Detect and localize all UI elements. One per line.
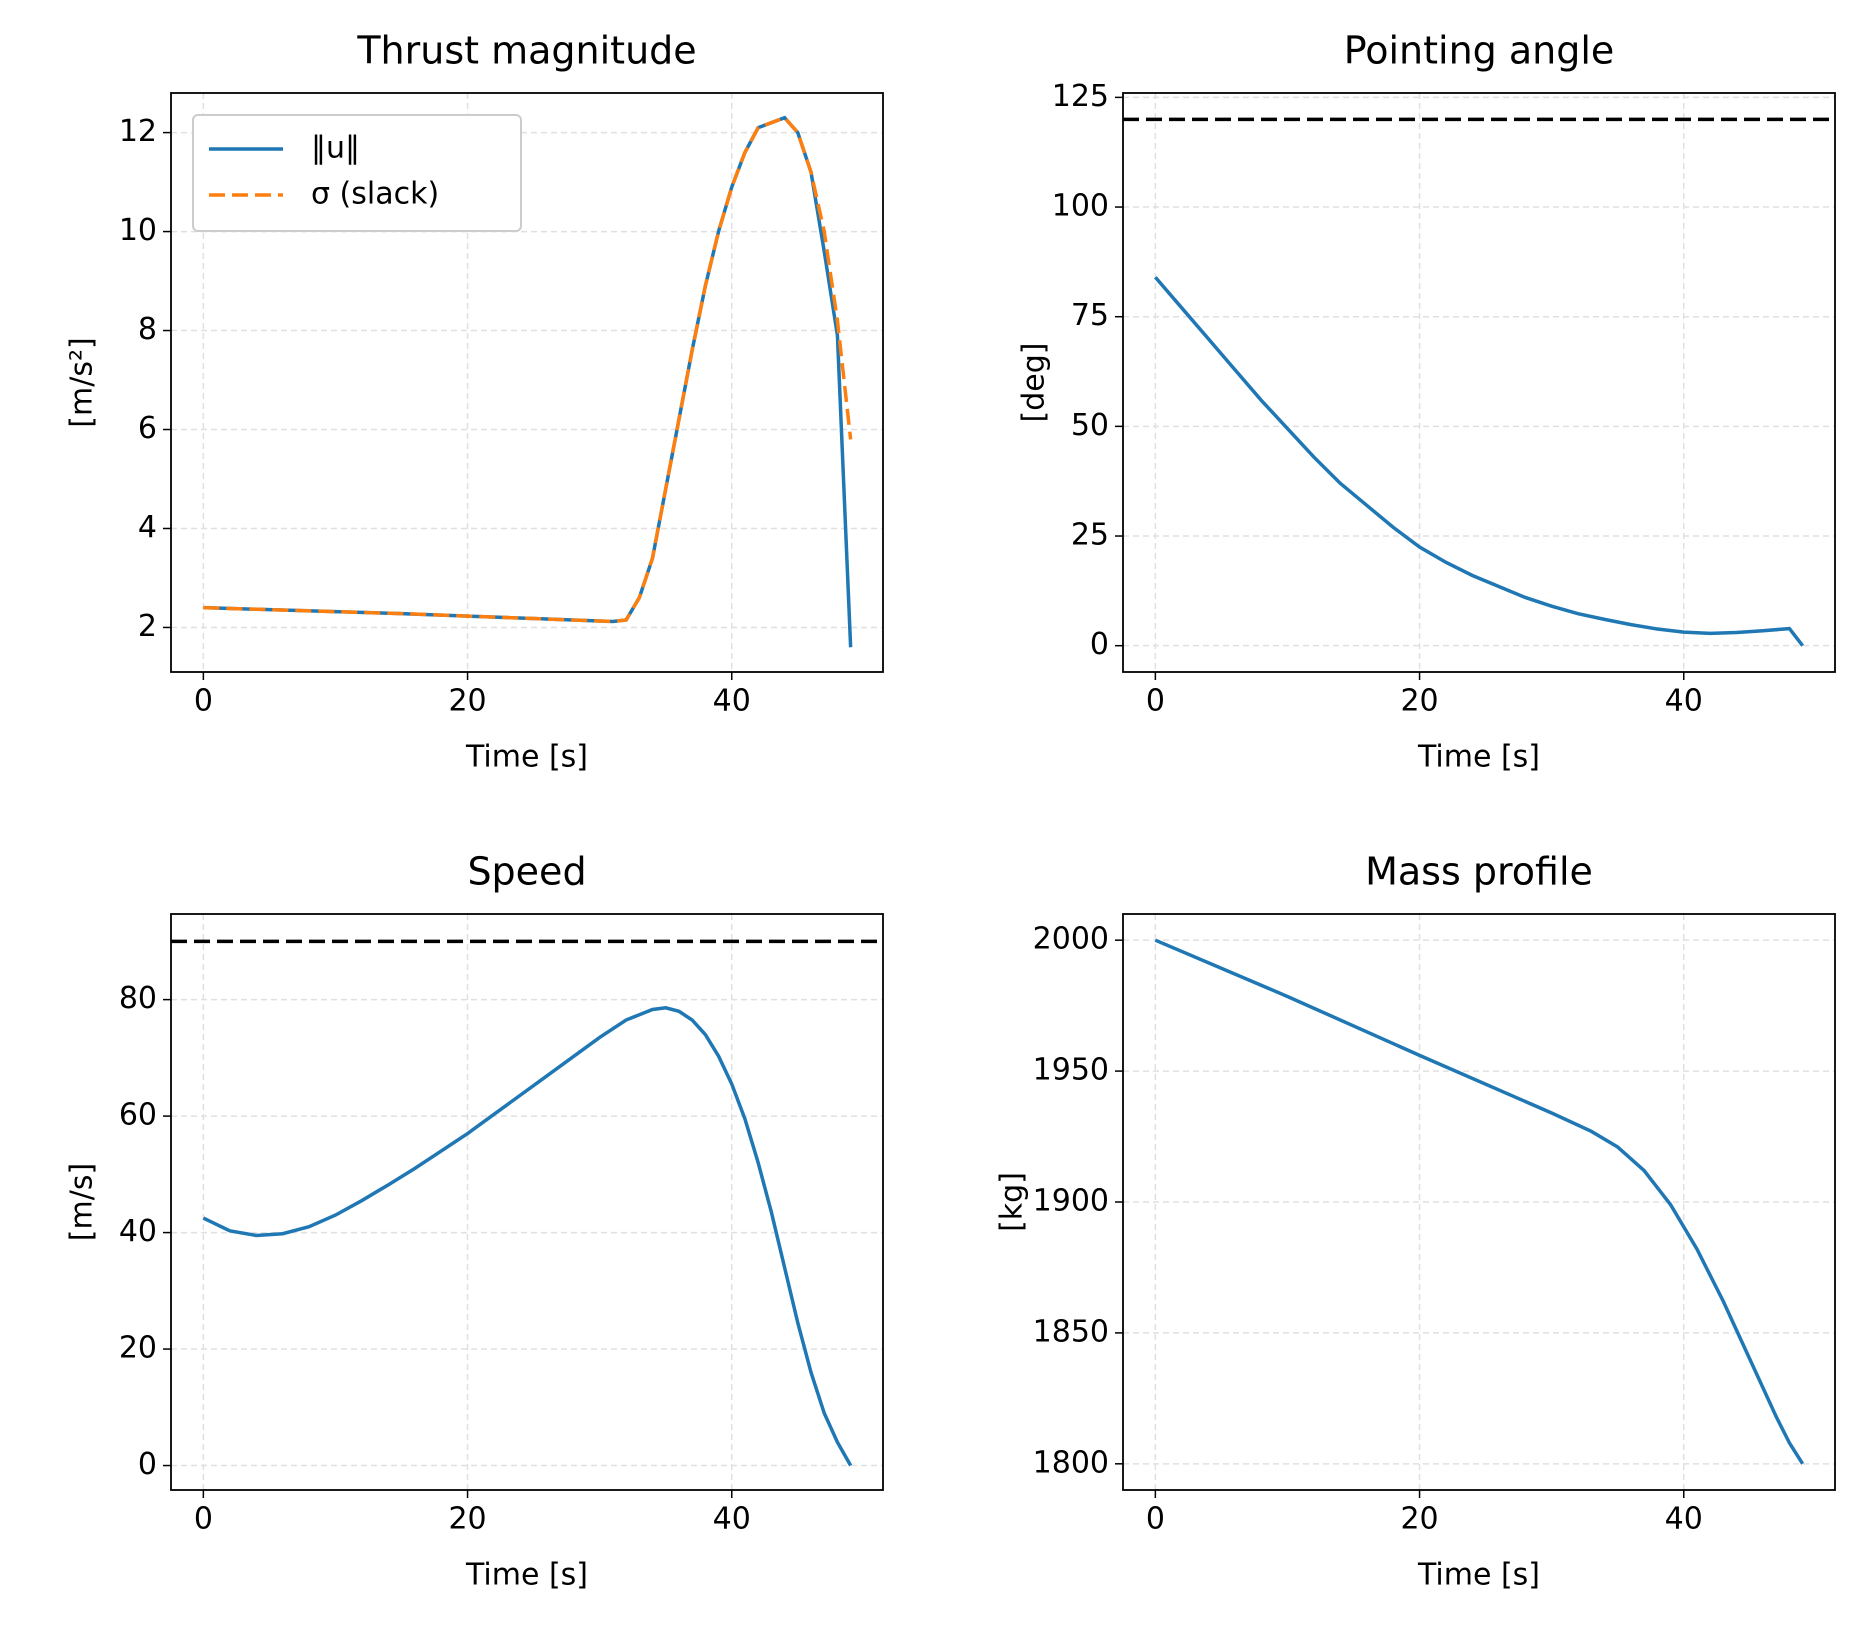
x-tick-label: 0	[1146, 1502, 1165, 1537]
x-axis-label: Time [s]	[1417, 740, 1540, 775]
plot-frame	[1122, 92, 1836, 673]
panel: 0 20 40 1800 1850 1900 1950 2000 Mass profile Tim…	[995, 850, 1836, 1593]
y-tick-label: 50	[1071, 408, 1109, 443]
series-line	[1154, 938, 1805, 1465]
x-tick-label: 0	[1146, 684, 1165, 719]
x-tick-label: 40	[1665, 684, 1703, 719]
plot-frame	[1122, 913, 1836, 1491]
y-tick-label: 1800	[1033, 1445, 1109, 1480]
y-axis-label: [m/s²]	[65, 337, 100, 427]
panel: 0 20 40 0 20 40 60 80 Speed Time [s] [m/s]	[65, 850, 884, 1593]
y-tick-label: 1950	[1033, 1053, 1109, 1088]
plot-frame	[170, 92, 884, 673]
y-axis-label: [kg]	[995, 1172, 1030, 1232]
y-tick-label: 100	[1052, 189, 1109, 224]
y-tick-label: 75	[1071, 298, 1109, 333]
x-tick-label: 0	[194, 1502, 213, 1537]
y-tick-label: 25	[1071, 518, 1109, 553]
y-tick-label: 0	[138, 1447, 157, 1482]
y-tick-label: 20	[119, 1331, 157, 1366]
legend-label: ‖u‖	[311, 131, 360, 166]
plot-frame	[170, 913, 884, 1491]
series-line	[1154, 276, 1805, 647]
chart-title: Speed	[467, 850, 586, 894]
y-tick-label: 80	[119, 981, 157, 1016]
panel: 0 20 40 2 4 6 8 10 12 Thrust magnitude Time [s] [m/…	[65, 29, 884, 775]
x-axis-label: Time [s]	[1417, 1558, 1540, 1593]
y-tick-label: 1850	[1033, 1314, 1109, 1349]
series-line	[203, 115, 853, 624]
y-tick-label: 125	[1052, 79, 1109, 114]
y-tick-label: 0	[1090, 627, 1109, 662]
panel: 0 20 40 0 25 50 75 100 125 Pointing angle Time [s]…	[1017, 29, 1836, 775]
legend-label: σ (slack)	[311, 177, 439, 212]
legend-box	[192, 114, 522, 232]
y-tick-label: 2	[138, 609, 157, 644]
x-tick-label: 20	[1400, 1502, 1438, 1537]
y-axis-label: [m/s]	[65, 1163, 100, 1241]
y-tick-label: 12	[119, 114, 157, 149]
x-tick-label: 0	[194, 684, 213, 719]
y-tick-label: 6	[138, 411, 157, 446]
y-axis-label: [deg]	[1017, 343, 1052, 423]
y-tick-label: 60	[119, 1098, 157, 1133]
y-tick-label: 8	[138, 312, 157, 347]
x-tick-label: 20	[1400, 684, 1438, 719]
x-axis-label: Time [s]	[465, 740, 588, 775]
x-tick-label: 20	[448, 684, 486, 719]
x-tick-label: 20	[448, 1502, 486, 1537]
y-tick-label: 4	[138, 510, 157, 545]
y-tick-label: 1900	[1033, 1184, 1109, 1219]
x-axis-label: Time [s]	[465, 1558, 588, 1593]
y-tick-label: 2000	[1033, 922, 1109, 957]
x-tick-label: 40	[713, 1502, 751, 1537]
x-tick-label: 40	[1665, 1502, 1703, 1537]
chart-title: Pointing angle	[1344, 29, 1615, 73]
x-tick-label: 40	[713, 684, 751, 719]
series-line	[202, 1005, 853, 1467]
chart-title: Thrust magnitude	[356, 29, 696, 73]
y-tick-label: 10	[119, 213, 157, 248]
y-tick-label: 40	[119, 1214, 157, 1249]
chart-title: Mass profile	[1365, 850, 1593, 894]
